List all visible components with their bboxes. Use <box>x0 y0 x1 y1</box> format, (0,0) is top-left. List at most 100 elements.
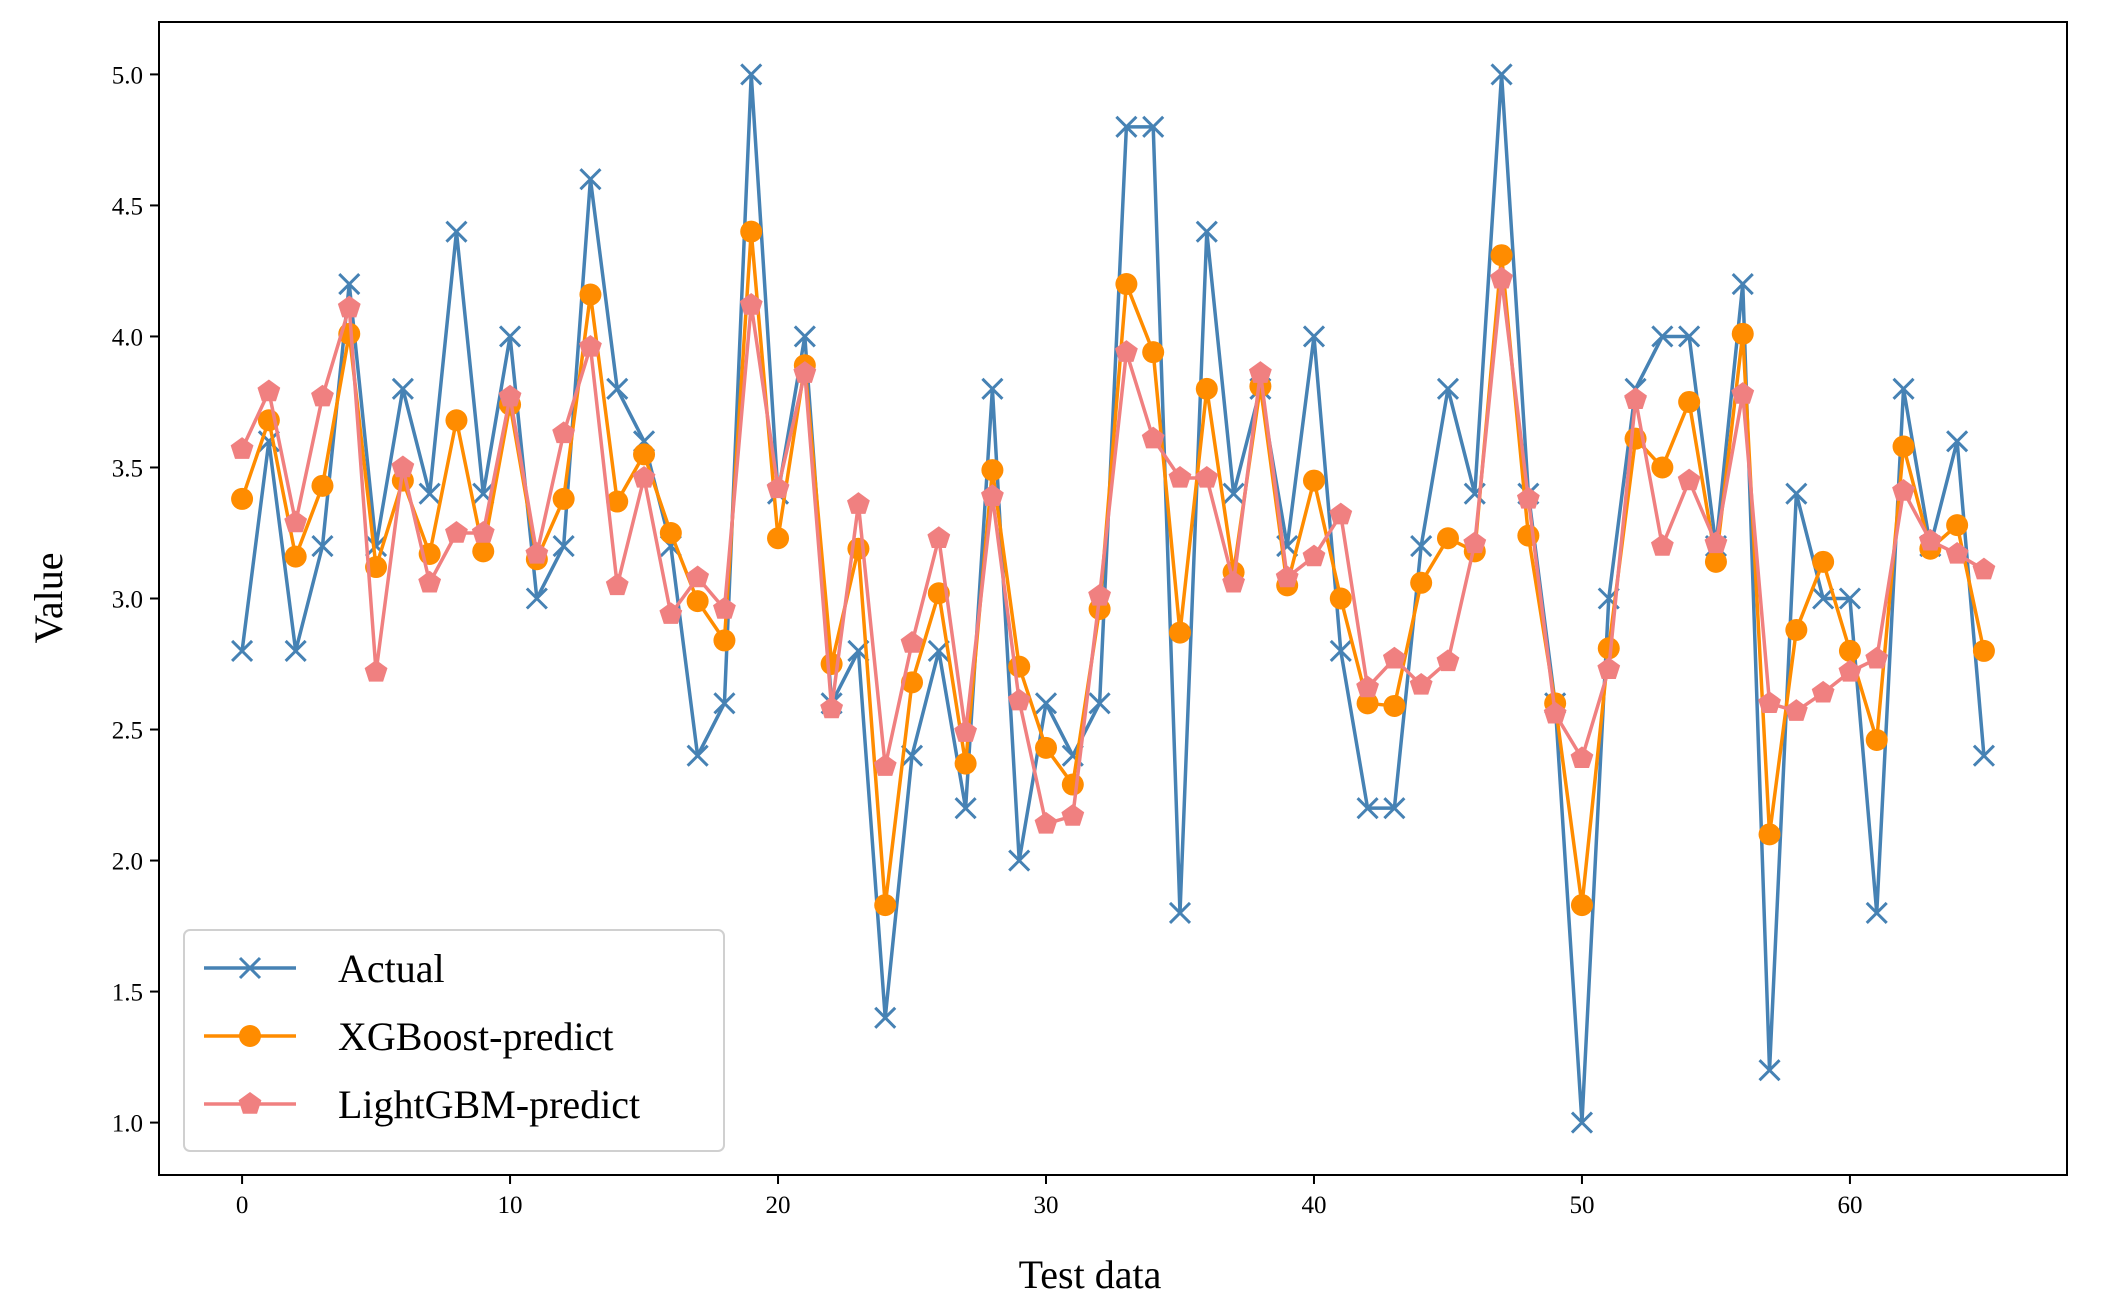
data-point-actual <box>525 587 548 610</box>
data-point-actual <box>1570 1111 1594 1134</box>
data-point-lightgbm-predict <box>820 696 844 719</box>
data-point-actual <box>1972 744 1995 767</box>
x-tick-label: 60 <box>1837 1192 1862 1219</box>
data-point-lightgbm-predict <box>1972 557 1996 580</box>
data-point-actual <box>1034 692 1058 715</box>
data-point-actual <box>1410 535 1433 558</box>
data-point-actual <box>498 325 522 348</box>
data-point-lightgbm-predict <box>1329 502 1353 525</box>
data-point-xgboost-predict <box>1731 322 1754 345</box>
data-point-actual <box>1865 901 1888 925</box>
data-point-actual <box>1115 115 1138 138</box>
data-point-lightgbm-predict <box>1704 531 1728 554</box>
data-point-actual <box>552 535 575 558</box>
data-point-lightgbm-predict <box>1007 688 1031 711</box>
data-point-xgboost-predict <box>1946 514 1969 537</box>
data-point-lightgbm-predict <box>498 384 522 407</box>
data-point-xgboost-predict <box>1678 390 1701 413</box>
y-tick-label: 5.0 <box>112 62 143 89</box>
data-point-lightgbm-predict <box>1570 746 1594 769</box>
data-point-lightgbm-predict <box>230 437 254 459</box>
data-point-xgboost-predict <box>1168 621 1191 644</box>
data-point-actual <box>418 482 441 505</box>
data-point-lightgbm-predict <box>793 361 817 383</box>
data-point-lightgbm-predict <box>1892 479 1915 501</box>
data-point-xgboost-predict <box>1972 639 1995 662</box>
data-point-xgboost-predict <box>874 894 897 917</box>
y-tick-label: 4.0 <box>112 324 143 351</box>
data-point-actual <box>231 639 254 662</box>
data-point-actual <box>1946 430 1969 453</box>
data-point-actual <box>284 639 307 662</box>
data-point-actual <box>1678 325 1701 348</box>
data-point-actual <box>1222 482 1245 505</box>
y-axis: 1.0 1.5 2.0 2.5 3.0 3.5 4.0 4.5 5.0 <box>112 62 159 1138</box>
legend-label-lightgbm-predict: LightGBM-predict <box>338 1082 640 1127</box>
y-axis-label: Value <box>26 552 71 643</box>
data-point-lightgbm-predict <box>900 631 924 653</box>
data-point-xgboost-predict <box>1892 435 1915 458</box>
data-point-xgboost-predict <box>633 443 656 466</box>
series-layer <box>230 63 1996 1134</box>
y-tick-label: 3.5 <box>112 455 143 482</box>
data-point-actual <box>1329 639 1352 662</box>
data-point-xgboost-predict <box>1410 571 1433 594</box>
data-point-lightgbm-predict <box>1275 565 1299 588</box>
data-point-lightgbm-predict <box>471 520 495 543</box>
data-point-xgboost-predict <box>231 487 254 510</box>
data-point-lightgbm-predict <box>1114 340 1138 362</box>
data-point-xgboost-predict <box>1356 692 1379 715</box>
data-point-xgboost-predict <box>1812 550 1835 573</box>
legend-marker-actual <box>238 956 262 980</box>
data-point-xgboost-predict <box>767 527 790 550</box>
data-point-actual <box>338 272 361 296</box>
data-point-actual <box>793 325 816 348</box>
data-point-actual <box>1168 901 1192 925</box>
legend: Actual XGBoost-predict LightGBM-predict <box>183 929 725 1152</box>
data-point-actual <box>1088 692 1111 715</box>
data-point-xgboost-predict <box>713 629 736 652</box>
data-point-lightgbm-predict <box>1061 804 1085 826</box>
data-point-lightgbm-predict <box>1677 468 1701 491</box>
data-point-lightgbm-predict <box>445 520 468 543</box>
data-point-xgboost-predict <box>1785 618 1808 641</box>
data-point-xgboost-predict <box>1035 736 1058 759</box>
data-point-xgboost-predict <box>284 545 307 568</box>
data-point-xgboost-predict <box>1758 823 1781 846</box>
data-point-lightgbm-predict <box>1463 531 1487 554</box>
data-point-actual <box>874 1006 897 1029</box>
data-point-lightgbm-predict <box>552 421 576 444</box>
data-point-actual <box>1436 377 1460 400</box>
data-point-xgboost-predict <box>1195 377 1218 400</box>
data-point-lightgbm-predict <box>525 541 549 564</box>
data-point-lightgbm-predict <box>1784 699 1808 721</box>
data-point-lightgbm-predict <box>659 602 683 624</box>
data-point-xgboost-predict <box>1329 587 1352 610</box>
data-point-lightgbm-predict <box>418 570 442 593</box>
data-point-xgboost-predict <box>365 556 388 579</box>
x-tick-label: 0 <box>236 1192 249 1219</box>
data-point-xgboost-predict <box>1008 655 1031 678</box>
x-tick-label: 50 <box>1569 1192 1594 1219</box>
data-point-lightgbm-predict <box>1195 465 1219 488</box>
data-point-lightgbm-predict <box>1382 646 1406 669</box>
data-point-actual <box>954 797 977 820</box>
y-tick-label: 2.0 <box>112 849 143 876</box>
x-tick-label: 10 <box>498 1192 523 1219</box>
data-point-lightgbm-predict <box>1945 541 1969 564</box>
data-point-actual <box>1731 272 1754 296</box>
data-point-actual <box>1356 797 1379 820</box>
data-point-actual <box>1490 63 1513 86</box>
data-point-lightgbm-predict <box>1918 528 1942 551</box>
data-point-lightgbm-predict <box>257 379 281 402</box>
data-point-lightgbm-predict <box>1597 657 1621 679</box>
data-point-xgboost-predict <box>472 540 495 563</box>
data-point-actual <box>1812 587 1835 610</box>
data-point-lightgbm-predict <box>311 384 334 407</box>
data-point-lightgbm-predict <box>1490 266 1513 289</box>
data-point-lightgbm-predict <box>1865 646 1889 669</box>
legend-box <box>183 929 725 1152</box>
data-point-actual <box>1785 482 1808 505</box>
data-point-lightgbm-predict <box>579 334 602 357</box>
data-point-xgboost-predict <box>606 490 629 513</box>
